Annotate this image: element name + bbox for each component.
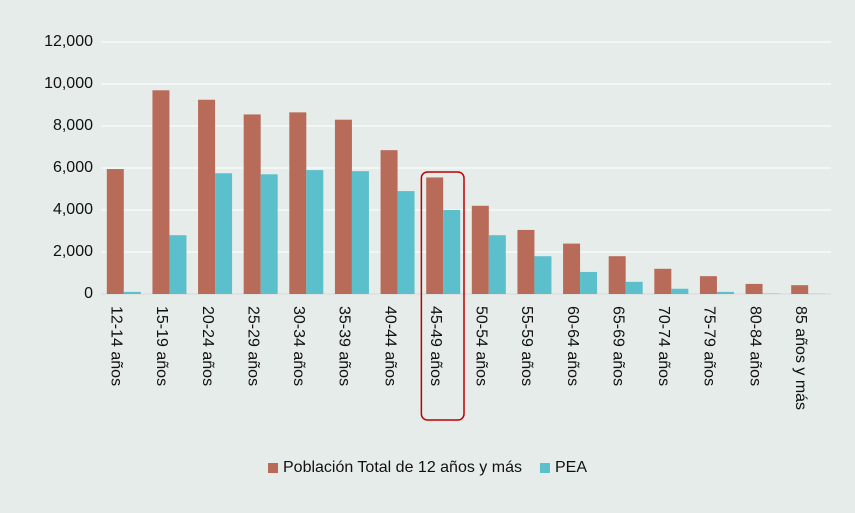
bar — [243, 114, 261, 294]
bar — [534, 256, 552, 294]
x-tick-label: 75-79 años — [701, 306, 718, 386]
x-tick-label: 20-24 años — [199, 306, 216, 386]
bar — [215, 173, 233, 294]
x-tick-label: 50-54 años — [473, 306, 490, 386]
x-tick-label: 45-49 años — [427, 306, 444, 386]
x-tick-label: 35-39 años — [336, 306, 353, 386]
x-tick-label: 15-19 años — [153, 306, 170, 386]
bar — [671, 288, 689, 294]
x-tick-label: 65-69 años — [609, 306, 626, 386]
bar — [517, 229, 535, 294]
bar — [580, 271, 598, 294]
bar — [745, 283, 763, 294]
bar — [152, 90, 170, 294]
y-tick-label: 10,000 — [44, 75, 93, 92]
bar — [289, 112, 307, 294]
x-tick-label: 40-44 años — [381, 306, 398, 386]
highlight-box — [420, 171, 465, 421]
bar — [198, 99, 216, 294]
y-tick-label: 8,000 — [53, 117, 93, 134]
bar — [625, 281, 643, 294]
x-tick-label: 85 años y más — [792, 306, 809, 410]
bar — [426, 177, 444, 294]
bar — [443, 210, 461, 294]
y-tick-label: 6,000 — [53, 159, 93, 176]
x-tick-label: 12-14 años — [108, 306, 125, 386]
x-tick-label: 30-34 años — [290, 306, 307, 386]
bar — [351, 171, 369, 294]
bar — [563, 243, 581, 294]
y-tick-label: 2,000 — [53, 243, 93, 260]
bar — [654, 268, 672, 294]
x-tick-label: 70-74 años — [655, 306, 672, 386]
bar — [106, 169, 124, 294]
bar — [306, 170, 324, 294]
x-tick-label: 80-84 años — [746, 306, 763, 386]
bar — [699, 276, 717, 294]
y-tick-label: 12,000 — [44, 33, 93, 50]
bar — [169, 235, 187, 294]
legend-swatch — [539, 463, 550, 473]
legend-label: Población Total de 12 años y más — [283, 459, 522, 476]
x-tick-label: 60-64 años — [564, 306, 581, 386]
y-tick-label: 0 — [84, 285, 93, 302]
bar — [123, 291, 141, 294]
legend-swatch — [268, 463, 279, 473]
bar — [608, 256, 626, 294]
y-tick-label: 4,000 — [53, 201, 93, 218]
legend-label: PEA — [555, 459, 587, 476]
x-tick-label: 25-29 años — [244, 306, 261, 386]
bar — [471, 205, 489, 294]
bar — [716, 291, 734, 294]
bar — [791, 285, 809, 294]
bar — [397, 191, 415, 294]
bar — [380, 150, 398, 294]
bar — [260, 174, 278, 294]
bar — [488, 235, 506, 294]
x-tick-label: 55-59 años — [518, 306, 535, 386]
bar — [334, 119, 352, 294]
